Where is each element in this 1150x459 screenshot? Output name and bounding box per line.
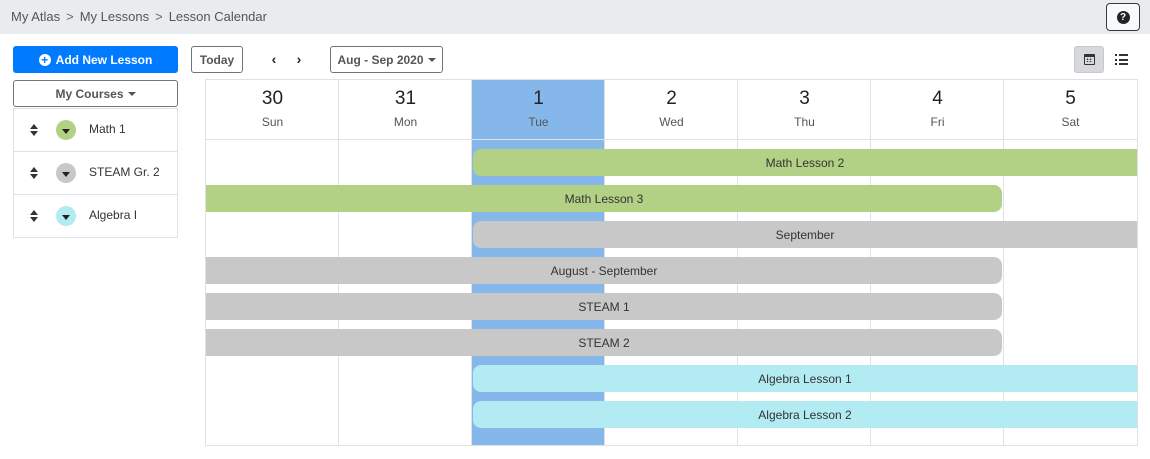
day-header-sat[interactable]: 5 Sat — [1004, 80, 1137, 139]
sort-handle-icon[interactable] — [30, 124, 38, 136]
course-name: STEAM Gr. 2 — [89, 165, 160, 179]
day-number: 31 — [394, 88, 417, 109]
next-arrow-icon[interactable]: › — [296, 51, 302, 67]
course-item-algebra-1[interactable]: Algebra I — [14, 194, 177, 237]
day-name: Mon — [393, 115, 418, 129]
prev-arrow-icon[interactable]: ‹ — [271, 51, 277, 67]
day-name: Sat — [1061, 115, 1080, 129]
question-circle-icon: ? — [1116, 10, 1130, 24]
sort-handle-icon[interactable] — [30, 167, 38, 179]
header-divider — [206, 139, 1137, 140]
course-color-toggle[interactable] — [56, 206, 76, 226]
breadcrumb-my-lessons[interactable]: My Lessons — [79, 9, 150, 24]
breadcrumb-my-atlas[interactable]: My Atlas — [11, 9, 61, 24]
lesson-event[interactable]: STEAM 1 — [206, 293, 1002, 320]
day-number: 3 — [799, 88, 810, 109]
day-number: 30 — [261, 88, 284, 109]
day-name: Fri — [930, 115, 945, 129]
lesson-event[interactable]: September — [473, 221, 1137, 248]
day-header-thu[interactable]: 3 Thu — [738, 80, 871, 139]
day-column-divider — [1003, 80, 1004, 445]
day-number: 5 — [1065, 88, 1076, 109]
add-new-lesson-label: Add New Lesson — [55, 52, 153, 67]
day-header-tue[interactable]: 1 Tue — [472, 80, 605, 139]
lesson-event[interactable]: Math Lesson 2 — [473, 149, 1137, 176]
breadcrumb-separator: > — [66, 9, 74, 24]
lesson-calendar: 30 Sun 31 Mon 1 Tue 2 Wed 3 Thu 4 Fri 5 Sat Math Less… — [205, 79, 1138, 446]
day-number: 1 — [533, 88, 544, 109]
day-number: 4 — [932, 88, 943, 109]
day-name: Tue — [528, 115, 549, 129]
lesson-event[interactable]: Algebra Lesson 1 — [473, 365, 1137, 392]
my-courses-label: My Courses — [55, 86, 124, 101]
lesson-event[interactable]: STEAM 2 — [206, 329, 1002, 356]
lesson-event[interactable]: August - September — [206, 257, 1002, 284]
caret-down-icon — [427, 57, 436, 62]
course-color-toggle[interactable] — [56, 120, 76, 140]
calendar-icon — [1083, 54, 1095, 65]
caret-down-icon — [127, 91, 136, 96]
lesson-event[interactable]: Algebra Lesson 2 — [473, 401, 1137, 428]
list-icon — [1114, 54, 1128, 65]
caret-down-icon — [62, 214, 70, 220]
caret-down-icon — [62, 128, 70, 134]
day-header-wed[interactable]: 2 Wed — [605, 80, 738, 139]
day-header-sun[interactable]: 30 Sun — [206, 80, 339, 139]
top-bar: My Atlas > My Lessons > Lesson Calendar ? — [0, 0, 1150, 34]
breadcrumb-lesson-calendar: Lesson Calendar — [168, 9, 267, 24]
date-range-label: Aug - Sep 2020 — [337, 52, 424, 67]
course-list: Math 1 STEAM Gr. 2 Algebra I — [13, 108, 178, 238]
sort-handle-icon[interactable] — [30, 210, 38, 222]
day-name: Wed — [659, 115, 684, 129]
course-item-math-1[interactable]: Math 1 — [14, 108, 177, 151]
day-header-fri[interactable]: 4 Fri — [871, 80, 1004, 139]
day-number: 2 — [666, 88, 677, 109]
plus-circle-icon: + — [38, 53, 51, 66]
calendar-view-button[interactable] — [1074, 46, 1104, 73]
course-color-toggle[interactable] — [56, 163, 76, 183]
list-view-button[interactable] — [1106, 46, 1136, 73]
day-name: Thu — [794, 115, 815, 129]
lesson-event[interactable]: Math Lesson 3 — [206, 185, 1002, 212]
caret-down-icon — [62, 171, 70, 177]
course-name: Algebra I — [89, 208, 138, 222]
add-new-lesson-button[interactable]: + Add New Lesson — [13, 46, 178, 73]
today-button[interactable]: Today — [191, 46, 243, 73]
my-courses-dropdown[interactable]: My Courses — [13, 80, 178, 107]
date-range-dropdown[interactable]: Aug - Sep 2020 — [330, 46, 443, 73]
course-name: Math 1 — [89, 122, 126, 136]
breadcrumb: My Atlas > My Lessons > Lesson Calendar — [11, 9, 267, 24]
day-name: Sun — [261, 115, 284, 129]
help-button[interactable]: ? — [1106, 3, 1140, 31]
day-header-mon[interactable]: 31 Mon — [339, 80, 472, 139]
breadcrumb-separator: > — [155, 9, 163, 24]
course-item-steam-gr-2[interactable]: STEAM Gr. 2 — [14, 151, 177, 194]
